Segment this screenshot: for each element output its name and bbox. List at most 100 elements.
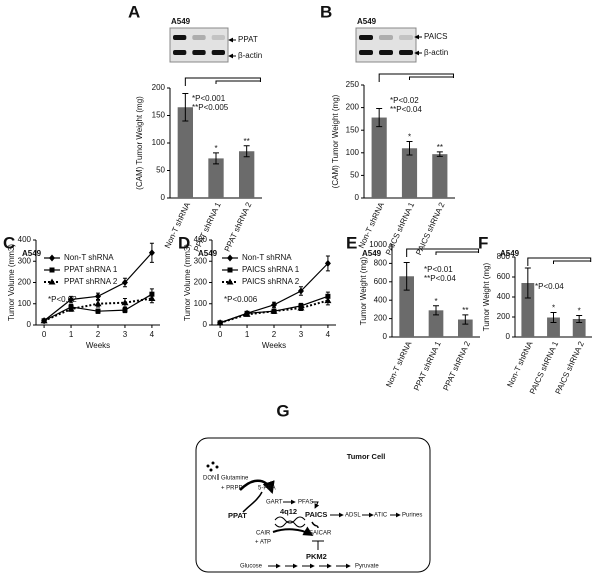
cell-line: A549 xyxy=(357,17,377,26)
dot xyxy=(215,465,219,469)
bar xyxy=(547,317,560,337)
point xyxy=(122,307,128,313)
x-tick-label: 0 xyxy=(42,330,47,339)
cell-box xyxy=(195,437,431,573)
bracket xyxy=(435,251,479,255)
diagram-node: PKM2 xyxy=(306,552,327,561)
legend-label: PAICS shRNA 1 xyxy=(242,265,300,274)
bar xyxy=(458,319,473,337)
legend-marker xyxy=(227,254,233,262)
blot-band xyxy=(379,35,393,40)
annotation: *P<0.01 xyxy=(424,265,453,274)
y-axis-label: Tumor Weight (mg) xyxy=(482,262,491,331)
y-tick-label: 0 xyxy=(161,193,166,202)
panel-label: A xyxy=(128,2,140,21)
blot-label: β-actin xyxy=(238,51,262,60)
x-tick-label: 4 xyxy=(326,330,331,339)
point xyxy=(121,279,128,286)
annotation: **P<0.04 xyxy=(390,105,422,114)
diagram-node: Glucose xyxy=(240,564,263,570)
bracket xyxy=(406,248,480,257)
significance-marker: * xyxy=(214,144,217,153)
y-tick-label: 0 xyxy=(27,320,32,329)
significance-marker: ** xyxy=(462,306,468,315)
annotation: *P<0.02 xyxy=(390,96,419,105)
y-tick-label: 0 xyxy=(355,193,360,202)
point xyxy=(95,308,101,314)
blot-band xyxy=(359,35,373,40)
legend-marker xyxy=(49,267,55,273)
y-axis-label: (CAM) Tumor Weight (mg) xyxy=(135,96,144,190)
y-tick-label: 200 xyxy=(374,314,388,323)
annotation: *P<0.006 xyxy=(224,295,258,304)
y-axis-label: Tumor Volume (mm3) xyxy=(7,244,16,321)
point xyxy=(121,299,129,306)
cell-line: A549 xyxy=(198,249,218,258)
significance-marker: * xyxy=(552,304,555,313)
x-tick-label: PAICS shRNA 1 xyxy=(384,200,417,256)
bar xyxy=(428,310,444,337)
error-bar xyxy=(576,315,583,323)
x-tick-label: 1 xyxy=(69,330,74,339)
x-tick-label: 3 xyxy=(299,330,304,339)
x-tick-label: PPAT shRNA 2 xyxy=(441,339,472,392)
point xyxy=(94,300,102,307)
arrow xyxy=(311,521,319,529)
annotation: *P<0.02 xyxy=(48,295,77,304)
blot-band xyxy=(173,35,187,40)
bracket xyxy=(378,73,454,82)
y-tick-label: 600 xyxy=(374,277,388,286)
point xyxy=(270,307,278,314)
diagram-node: PPAT xyxy=(228,511,247,520)
y-axis-label: Tumor Weight (mg) xyxy=(359,256,368,325)
y-tick-label: 200 xyxy=(152,83,166,92)
annotation: **P<0.04 xyxy=(424,274,456,283)
bar xyxy=(371,117,387,198)
significance-marker: * xyxy=(578,307,581,316)
diagram-node: ATIC xyxy=(374,513,388,519)
y-tick-label: 50 xyxy=(350,171,359,180)
arrow xyxy=(239,479,275,494)
error-bar xyxy=(462,314,469,325)
error-bar xyxy=(436,151,443,157)
point xyxy=(324,297,332,304)
x-tick-label: PPAT shRNA 1 xyxy=(192,200,223,253)
error-bar xyxy=(433,305,439,316)
dot xyxy=(211,461,215,465)
y-tick-label: 250 xyxy=(346,80,360,89)
bar xyxy=(208,158,224,198)
panel-label: D xyxy=(178,233,190,252)
y-tick-label: 800 xyxy=(374,259,388,268)
point xyxy=(271,301,277,309)
error-bar xyxy=(213,152,219,165)
point xyxy=(216,319,224,326)
y-tick-label: 150 xyxy=(152,111,166,120)
bracket xyxy=(409,76,454,80)
blot-band xyxy=(399,50,413,55)
bar xyxy=(572,319,586,337)
point xyxy=(148,294,156,301)
legend-label: Non-T shRNA xyxy=(242,253,292,262)
diagram-node: PFAS xyxy=(298,500,313,506)
legend-marker xyxy=(48,278,56,285)
y-tick-label: 200 xyxy=(346,103,360,112)
x-axis-label: Weeks xyxy=(86,341,110,350)
error-bar xyxy=(403,261,410,291)
blot-label: PAICS xyxy=(424,32,447,41)
diagram-node: PAICS xyxy=(305,510,327,519)
cell-line: A549 xyxy=(500,249,520,258)
x-tick-label: PAICS shRNA 2 xyxy=(554,339,587,395)
diagram-node: CAIR xyxy=(256,531,271,537)
cell-line: A549 xyxy=(362,249,382,258)
y-axis-label: Tumor Volume (mm3) xyxy=(183,244,192,321)
significance-marker: * xyxy=(434,297,437,306)
bar xyxy=(432,154,448,198)
error-bar xyxy=(243,145,250,158)
dna xyxy=(274,516,306,528)
cell-line: A549 xyxy=(22,249,42,258)
dot xyxy=(209,468,213,472)
point xyxy=(243,310,251,317)
error-bar xyxy=(182,93,189,122)
blot-label: β-actin xyxy=(424,48,448,57)
y-tick-label: 0 xyxy=(506,332,511,341)
